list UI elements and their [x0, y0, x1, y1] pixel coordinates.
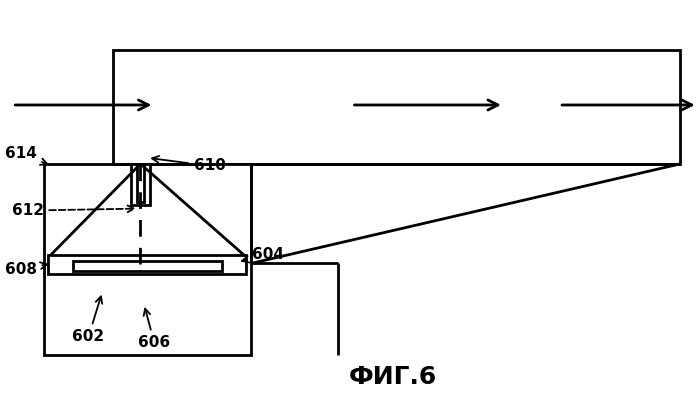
- Text: 606: 606: [138, 309, 171, 350]
- Text: 614: 614: [5, 146, 48, 165]
- Text: 608: 608: [5, 262, 47, 277]
- Text: ФИГ.6: ФИГ.6: [349, 365, 437, 389]
- Text: 612: 612: [12, 203, 134, 218]
- Bar: [131, 164, 150, 204]
- Bar: [137, 164, 144, 202]
- Bar: [48, 255, 246, 274]
- Bar: [43, 164, 251, 355]
- Bar: [113, 50, 680, 164]
- Bar: [73, 261, 222, 271]
- Text: 610: 610: [152, 156, 226, 173]
- Text: 604: 604: [242, 247, 284, 263]
- Text: 602: 602: [73, 297, 105, 344]
